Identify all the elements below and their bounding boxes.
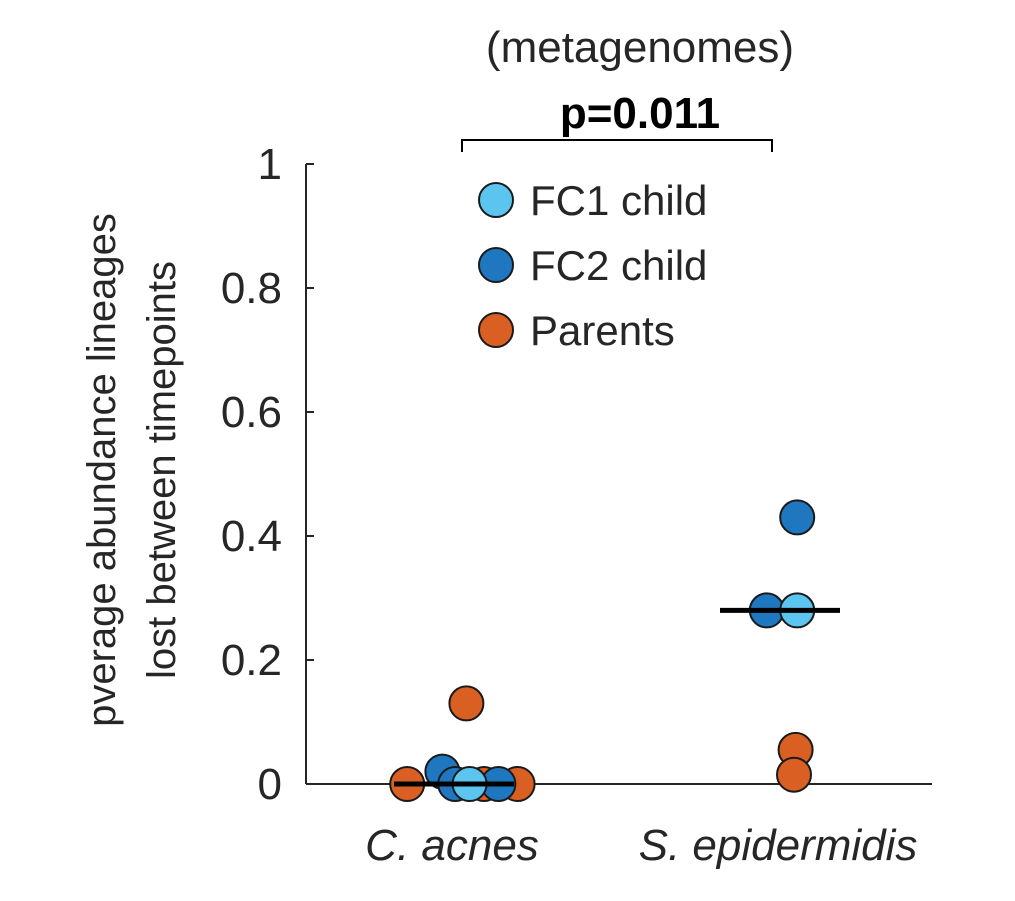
y-tick-label: 1 [258,140,282,189]
y-tick-label: 0.4 [221,512,282,561]
legend: FC1 child FC2 child Parents [478,177,707,354]
y-tick-label: 0 [258,760,282,809]
y-ticks: 0 0.2 0.4 0.6 0.8 1 [221,140,314,809]
data-points [389,499,816,802]
x-category-label: C. acnes [365,821,539,870]
legend-marker [478,247,514,283]
significance-bracket [461,139,773,152]
data-point [776,756,812,793]
y-tick-label: 0.6 [221,388,282,437]
legend-label: Parents [530,307,675,354]
legend-marker [478,312,514,348]
legend-marker [478,182,514,218]
data-point [779,499,816,536]
y-axis-label-line2: lost between timepoints [140,261,184,679]
y-tick-label: 0.2 [221,636,282,685]
x-category-labels: C. acnes S. epidermidis [365,821,917,870]
y-axis-label: pverage abundance lineages lost between … [80,213,184,727]
legend-label: FC2 child [530,242,707,289]
y-axis-label-line1: pverage abundance lineages [80,213,124,727]
data-point [448,685,485,722]
median-lines [394,607,840,787]
x-category-label: S. epidermidis [639,821,918,870]
p-value-annotation: p=0.011 [560,89,720,138]
y-tick-label: 0.8 [221,264,282,313]
legend-label: FC1 child [530,177,707,224]
chart-title: (metagenomes) [486,23,794,72]
